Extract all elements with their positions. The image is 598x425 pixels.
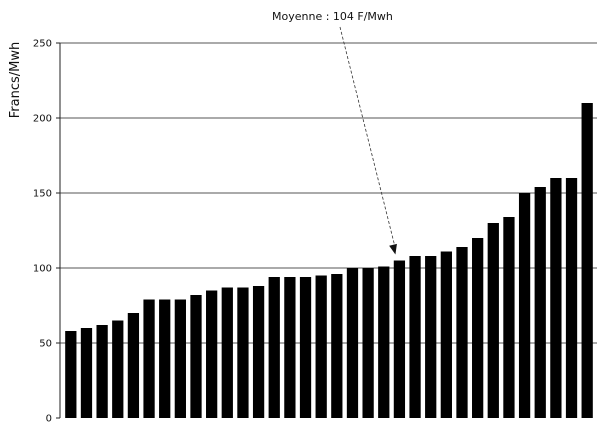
y-tick-label: 150	[33, 189, 52, 200]
bar	[284, 277, 296, 418]
bar	[550, 178, 562, 418]
bar	[362, 268, 374, 418]
bar	[331, 274, 343, 418]
bar	[503, 217, 515, 418]
bar	[268, 277, 280, 418]
bar	[65, 331, 77, 418]
bar	[409, 256, 421, 418]
bar	[299, 277, 312, 418]
bar	[425, 256, 437, 418]
bars	[65, 103, 593, 418]
bar	[143, 299, 155, 418]
y-tick-label: 0	[46, 414, 52, 425]
bar	[127, 313, 140, 418]
bar	[174, 299, 186, 418]
bar	[96, 325, 108, 418]
gridlines	[60, 42, 597, 344]
bar	[534, 187, 546, 418]
y-tick-label: 250	[33, 39, 52, 50]
bar	[487, 223, 499, 418]
y-axis-title: Francs/Mwh	[8, 42, 23, 118]
bar	[190, 295, 202, 418]
bar	[456, 247, 468, 418]
bar	[80, 328, 93, 418]
bar	[315, 275, 327, 418]
bar	[565, 178, 578, 418]
y-tick-label: 200	[33, 114, 52, 125]
y-tick-label: 100	[33, 264, 52, 275]
bar	[252, 286, 265, 418]
mean-arrowhead	[389, 243, 397, 255]
bar	[378, 266, 390, 418]
bar	[112, 320, 124, 418]
mean-arrow	[339, 26, 396, 249]
mean-annotation: Moyenne : 104 F/Mwh	[272, 10, 397, 255]
y-tick-label: 50	[39, 339, 52, 350]
bar	[472, 238, 484, 418]
y-tick-labels: 0 50 100 150 200 250	[33, 39, 60, 425]
bar	[346, 268, 359, 418]
bar	[440, 251, 452, 418]
bar	[206, 290, 218, 418]
bar	[581, 103, 593, 418]
bar	[221, 287, 233, 418]
bar	[159, 299, 171, 418]
bar	[518, 193, 531, 418]
mean-annotation-label: Moyenne : 104 F/Mwh	[272, 10, 393, 23]
bar	[393, 260, 406, 418]
bar	[237, 287, 249, 418]
